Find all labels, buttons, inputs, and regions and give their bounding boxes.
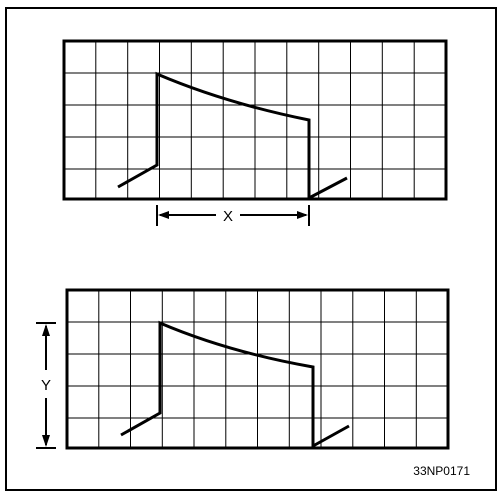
top-trace-panel <box>62 39 448 201</box>
top-grid-vertical-lines <box>95 41 415 199</box>
y-dimension-label: Y <box>41 377 51 394</box>
x-dimension-label: X <box>223 208 233 225</box>
y-dimension-marker <box>36 322 56 449</box>
x-dimension-marker <box>156 205 310 226</box>
outer-frame <box>5 7 497 491</box>
bottom-waveform <box>120 320 350 449</box>
bottom-trace-panel <box>65 288 450 450</box>
bottom-grid-vertical-lines <box>98 290 417 448</box>
top-grid-horizontal-lines <box>64 72 446 170</box>
figure-code: 33NP0171 <box>413 464 470 478</box>
top-waveform <box>117 71 348 201</box>
